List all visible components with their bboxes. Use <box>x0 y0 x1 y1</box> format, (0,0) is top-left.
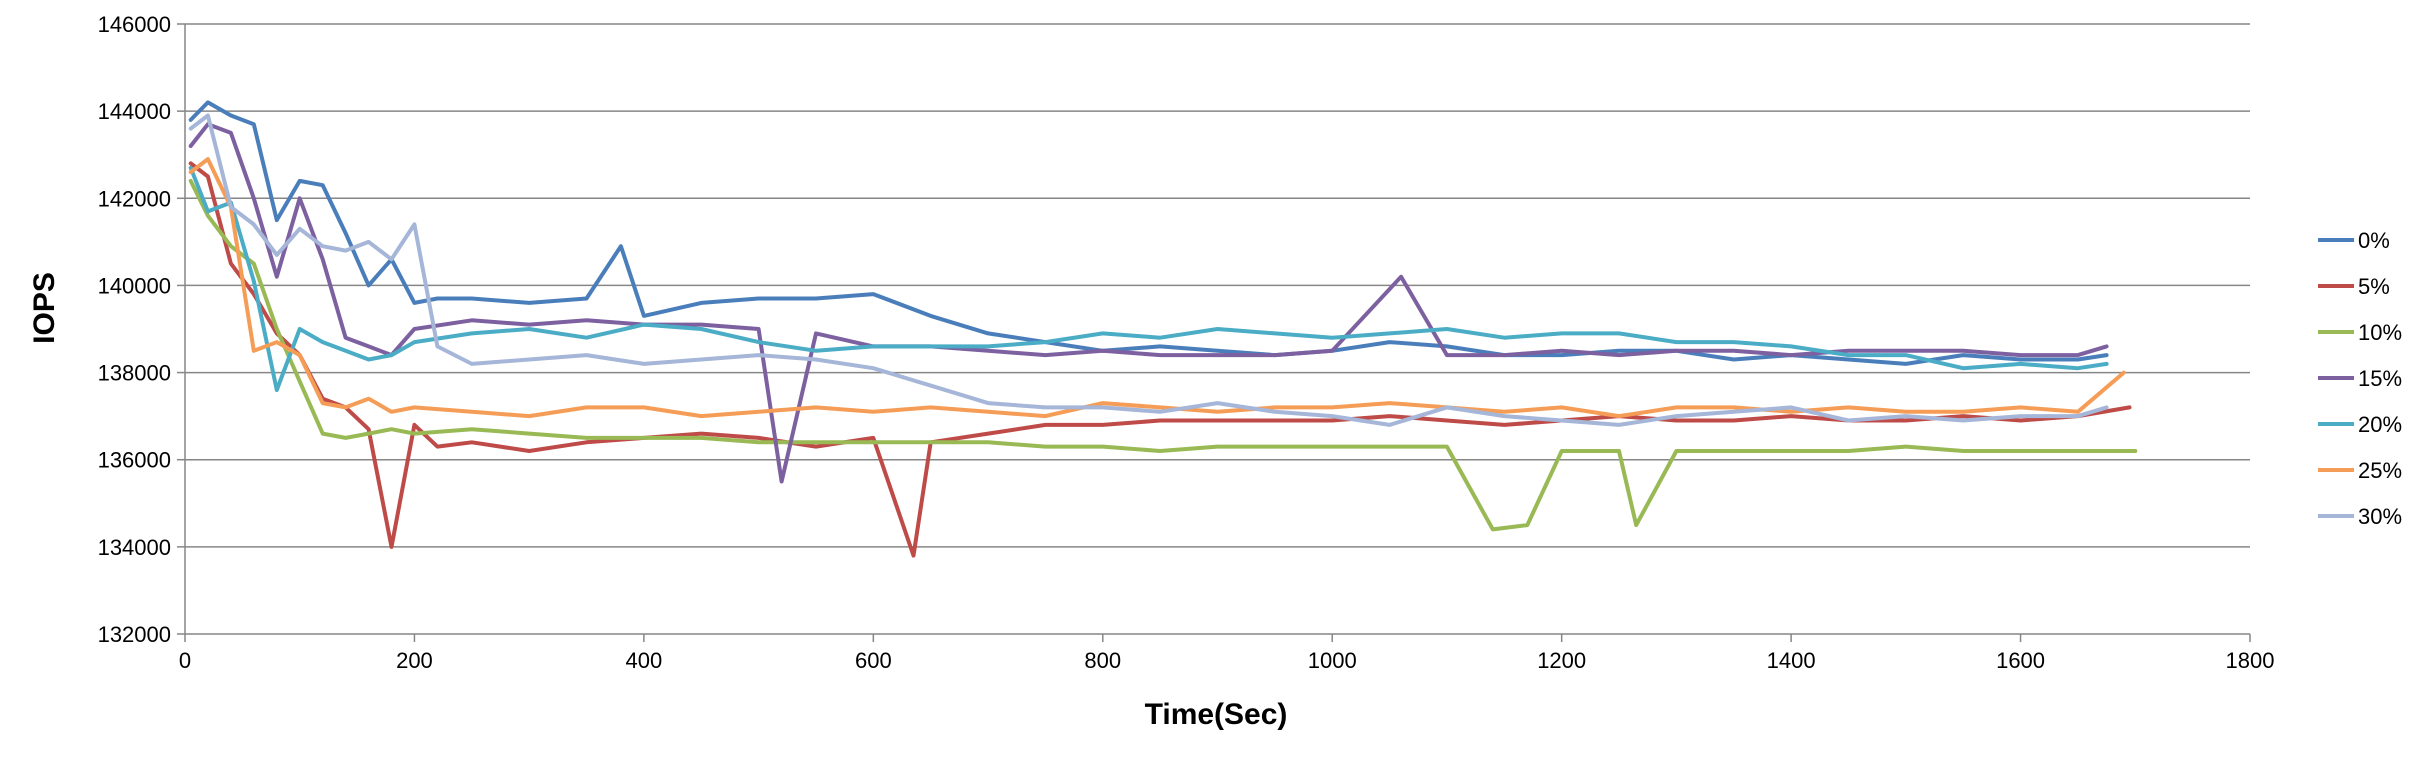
x-tick-label: 400 <box>626 648 663 673</box>
x-axis-title: Time(Sec) <box>1145 698 1288 731</box>
legend-label: 5% <box>2358 274 2390 299</box>
x-tick-label: 600 <box>855 648 892 673</box>
x-tick-label: 1800 <box>2226 648 2275 673</box>
legend-label: 20% <box>2358 412 2402 437</box>
tick-labels: 132000 134000 136000 138000 140000 142000 1440… <box>98 12 2275 673</box>
y-tick-label: 146000 <box>98 12 171 37</box>
y-tick-label: 138000 <box>98 361 171 386</box>
y-tick-label: 142000 <box>98 186 171 211</box>
series-line-2 <box>188 178 2138 532</box>
x-tick-label: 1000 <box>1308 648 1357 673</box>
legend-label: 0% <box>2358 228 2390 253</box>
x-tick-label: 1600 <box>1996 648 2045 673</box>
x-tick-label: 800 <box>1084 648 1121 673</box>
axes <box>177 23 2251 642</box>
series-line-3 <box>188 122 2109 484</box>
series-line-0 <box>188 100 2109 366</box>
y-tick-label: 144000 <box>98 99 171 124</box>
legend-label: 10% <box>2358 320 2402 345</box>
series-lines <box>188 100 2138 558</box>
x-tick-label: 1200 <box>1537 648 1586 673</box>
series-line-6 <box>188 113 2109 427</box>
y-tick-label: 132000 <box>98 622 171 647</box>
x-tick-label: 0 <box>179 648 191 673</box>
x-tick-label: 1400 <box>1767 648 1816 673</box>
legend-label: 30% <box>2358 504 2402 529</box>
gridlines <box>185 23 2250 548</box>
x-tick-label: 200 <box>396 648 433 673</box>
legend-label: 25% <box>2358 458 2402 483</box>
y-tick-label: 136000 <box>98 448 171 473</box>
y-axis-title: IOPS <box>28 272 61 344</box>
legend: 0% 5% 10% 15% 20% 25% 30% <box>2318 228 2402 529</box>
legend-label: 15% <box>2358 366 2402 391</box>
y-tick-label: 134000 <box>98 535 171 560</box>
series-line-4 <box>188 165 2109 392</box>
y-tick-label: 140000 <box>98 273 171 298</box>
